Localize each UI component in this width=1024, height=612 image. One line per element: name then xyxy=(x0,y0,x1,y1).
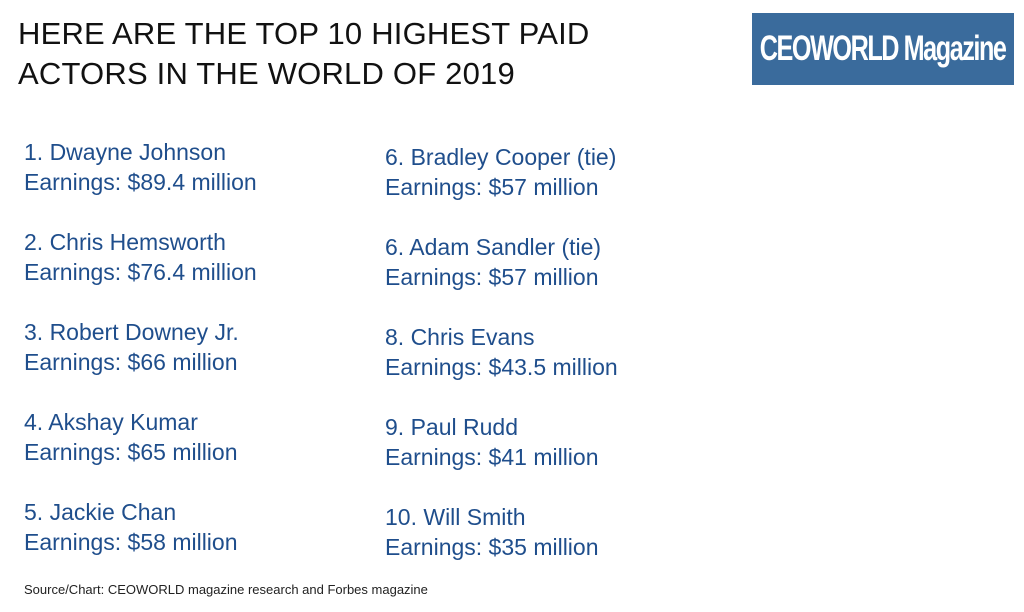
actor-name: 4. Akshay Kumar xyxy=(24,409,198,435)
actor-earnings: Earnings: $35 million xyxy=(385,534,599,560)
list-item: 4. Akshay Kumar Earnings: $65 million xyxy=(24,407,364,497)
actor-name: 9. Paul Rudd xyxy=(385,414,518,440)
actor-earnings: Earnings: $58 million xyxy=(24,529,238,555)
title-line-2: ACTORS IN THE WORLD OF 2019 xyxy=(18,56,515,91)
list-item: 2. Chris Hemsworth Earnings: $76.4 milli… xyxy=(24,227,364,317)
list-item: 8. Chris Evans Earnings: $43.5 million xyxy=(385,322,725,412)
logo-text: CEOWORLD Magazine xyxy=(760,29,1007,68)
actor-earnings: Earnings: $43.5 million xyxy=(385,354,618,380)
actor-name: 3. Robert Downey Jr. xyxy=(24,319,239,345)
list-item: 6. Bradley Cooper (tie) Earnings: $57 mi… xyxy=(385,142,725,232)
actor-name: 6. Bradley Cooper (tie) xyxy=(385,144,617,170)
list-item: 9. Paul Rudd Earnings: $41 million xyxy=(385,412,725,502)
list-item: 6. Adam Sandler (tie) Earnings: $57 mill… xyxy=(385,232,725,322)
ceoworld-logo: CEOWORLD Magazine xyxy=(752,13,1014,85)
actor-name: 1. Dwayne Johnson xyxy=(24,139,227,165)
list-item: 1. Dwayne Johnson Earnings: $89.4 millio… xyxy=(24,137,364,227)
source-caption: Source/Chart: CEOWORLD magazine research… xyxy=(24,582,428,597)
actor-earnings: Earnings: $57 million xyxy=(385,174,599,200)
actor-earnings: Earnings: $66 million xyxy=(24,349,238,375)
page-title: HERE ARE THE TOP 10 HIGHEST PAID ACTORS … xyxy=(18,14,589,94)
actor-name: 6. Adam Sandler (tie) xyxy=(385,234,602,260)
right-column: 6. Bradley Cooper (tie) Earnings: $57 mi… xyxy=(385,142,725,592)
actor-name: 8. Chris Evans xyxy=(385,324,535,350)
actor-name: 2. Chris Hemsworth xyxy=(24,229,226,255)
actor-earnings: Earnings: $57 million xyxy=(385,264,599,290)
actor-earnings: Earnings: $41 million xyxy=(385,444,599,470)
actor-name: 10. Will Smith xyxy=(385,504,526,530)
left-column: 1. Dwayne Johnson Earnings: $89.4 millio… xyxy=(24,137,364,587)
list-item: 3. Robert Downey Jr. Earnings: $66 milli… xyxy=(24,317,364,407)
actor-earnings: Earnings: $76.4 million xyxy=(24,259,257,285)
list-item: 10. Will Smith Earnings: $35 million xyxy=(385,502,725,592)
actor-earnings: Earnings: $89.4 million xyxy=(24,169,257,195)
actor-earnings: Earnings: $65 million xyxy=(24,439,238,465)
actor-name: 5. Jackie Chan xyxy=(24,499,177,525)
list-item: 5. Jackie Chan Earnings: $58 million xyxy=(24,497,364,587)
title-line-1: HERE ARE THE TOP 10 HIGHEST PAID xyxy=(18,16,590,51)
